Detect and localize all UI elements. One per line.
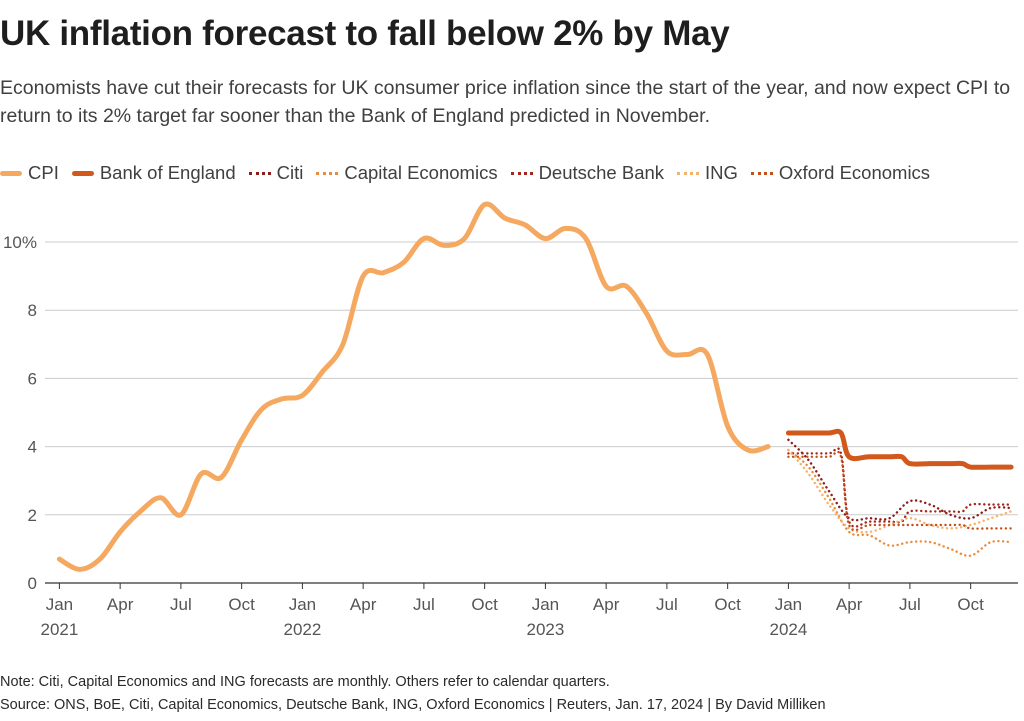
legend-swatch-deutsche-bank (510, 171, 533, 175)
legend-item-capital-economics: Capital Economics (316, 162, 498, 184)
legend-label: Citi (276, 162, 304, 183)
y-tick-label: 4 (28, 438, 37, 457)
x-tick-label: Oct (471, 595, 498, 614)
legend-item-cpi: CPI (0, 162, 59, 184)
line-chart: 0 2 4 6 8 10% Jan 2021 Apr Jul Oct Jan 2022 Apr Jul Oct… (3, 201, 1018, 639)
legend-item-ing: ING (677, 162, 738, 184)
legend: CPI Bank of England Citi Capital Economics D… (0, 160, 943, 186)
series-line-ing (787, 448, 1013, 534)
x-tick-label: Apr (350, 595, 377, 614)
x-tick-label: Jan (289, 595, 316, 614)
legend-swatch-cpi (0, 170, 22, 176)
x-tick-label: Jul (170, 595, 192, 614)
legend-label: Bank of England (99, 162, 236, 183)
series-line-capital-economics (787, 448, 1013, 558)
x-tick-label: Oct (228, 595, 255, 614)
x-tick-label: Jan (775, 595, 802, 614)
x-tick-label: Apr (593, 595, 620, 614)
x-tick-label: Jul (413, 595, 435, 614)
x-tick-label: Jul (656, 595, 678, 614)
y-tick-label: 8 (28, 301, 37, 320)
x-tick-label: Jan (46, 595, 73, 614)
legend-label: Oxford Economics (778, 162, 931, 183)
legend-swatch-ing (677, 171, 700, 175)
series-line-cpi (56, 201, 771, 572)
source-credit: Source: ONS, BoE, Citi, Capital Economic… (0, 697, 826, 713)
legend-item-deutsche-bank: Deutsche Bank (510, 162, 665, 184)
x-tick-label: Oct (714, 595, 741, 614)
legend-label: CPI (28, 162, 59, 183)
x-tick-year-label: 2023 (526, 620, 564, 639)
y-tick-label: 10% (3, 233, 37, 252)
legend-swatch-oxford-economics (750, 171, 773, 175)
x-tick-year-label: 2021 (40, 620, 78, 639)
legend-label: ING (705, 162, 738, 183)
legend-swatch-capital-economics (316, 171, 339, 175)
x-tick-label: Oct (957, 595, 984, 614)
legend-label: Deutsche Bank (538, 162, 665, 183)
x-tick-label: Apr (836, 595, 863, 614)
footnote: Note: Citi, Capital Economics and ING fo… (0, 674, 610, 690)
chart-subtitle: Economists have cut their forecasts for … (0, 77, 1011, 127)
series-line-bank-of-england (785, 428, 1014, 470)
legend-swatch-citi (248, 171, 271, 175)
legend-item-oxford-economics: Oxford Economics (750, 162, 931, 184)
y-tick-label: 0 (28, 574, 37, 593)
legend-item-bank-of-england: Bank of England (71, 162, 236, 184)
x-tick-label: Jul (899, 595, 921, 614)
series-line-oxford-economics (787, 450, 1013, 532)
legend-item-citi: Citi (248, 162, 304, 184)
x-tick-year-label: 2022 (283, 620, 321, 639)
legend-swatch-bank-of-england (71, 170, 94, 176)
chart-title: UK inflation forecast to fall below 2% b… (0, 14, 730, 53)
series-line-citi (787, 438, 1013, 522)
y-tick-label: 6 (28, 369, 37, 388)
y-tick-label: 2 (28, 506, 37, 525)
x-tick-label: Jan (532, 595, 559, 614)
series-line-deutsche-bank (787, 447, 1013, 528)
legend-label: Capital Economics (344, 162, 498, 183)
x-tick-year-label: 2024 (769, 620, 807, 639)
x-tick-label: Apr (107, 595, 134, 614)
